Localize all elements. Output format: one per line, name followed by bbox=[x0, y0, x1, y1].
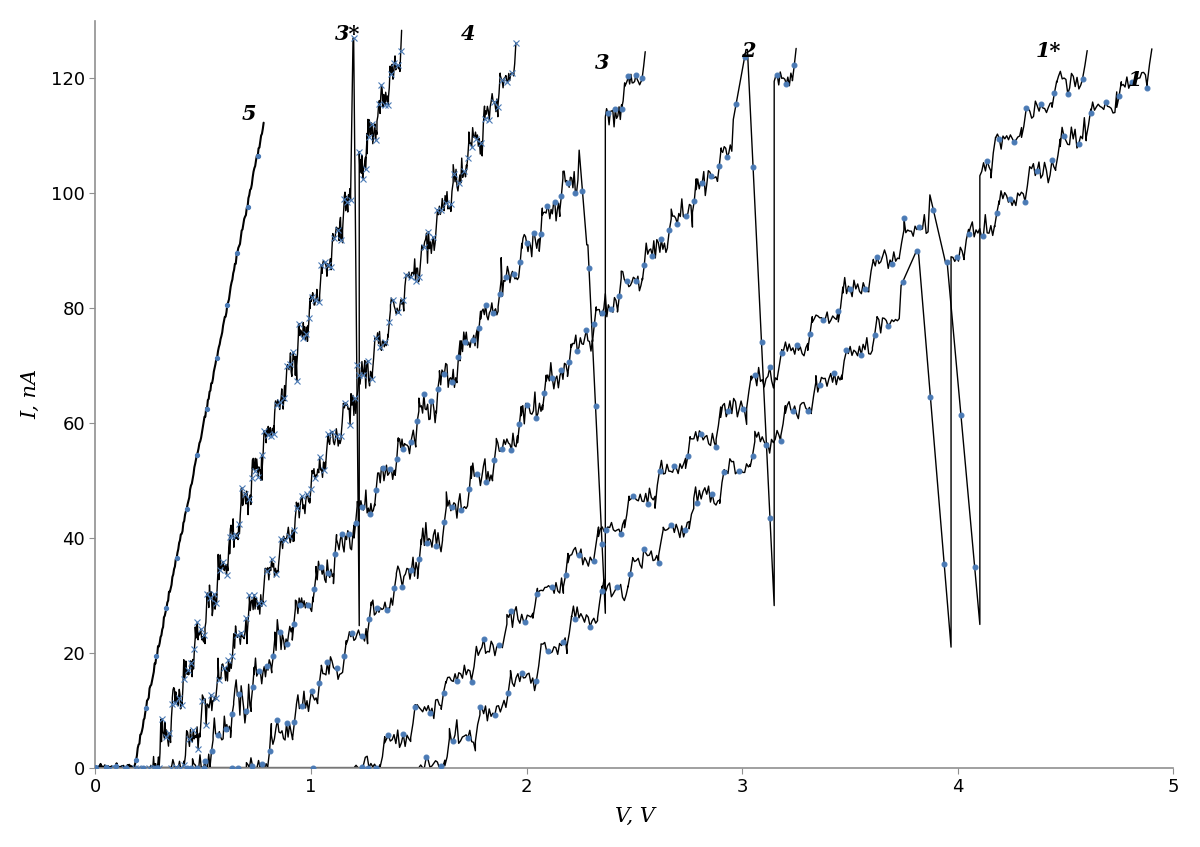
Text: 4: 4 bbox=[461, 24, 475, 44]
Text: 5: 5 bbox=[241, 104, 256, 125]
Text: 3: 3 bbox=[595, 53, 610, 73]
Text: 2: 2 bbox=[742, 41, 756, 61]
Text: 3*: 3* bbox=[335, 24, 360, 44]
Text: 1*: 1* bbox=[1036, 41, 1061, 61]
Y-axis label: I, nA: I, nA bbox=[20, 369, 40, 419]
X-axis label: V, V: V, V bbox=[614, 807, 654, 826]
Text: 1: 1 bbox=[1127, 69, 1142, 90]
